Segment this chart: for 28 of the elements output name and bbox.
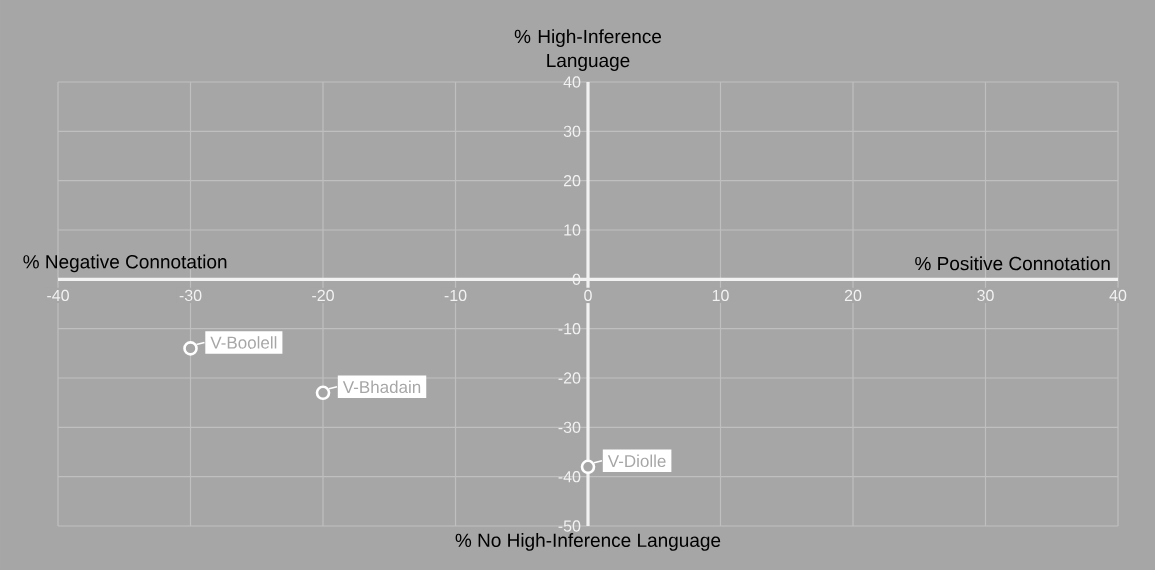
annotation: V-Diolle (607, 454, 666, 468)
annotation: V-Bhadain (342, 380, 421, 394)
annotation: V-Boolell (210, 336, 277, 349)
point (580, 459, 596, 475)
x-tick-label: 20 (844, 289, 862, 302)
point (315, 385, 331, 401)
x-tick-label: -10 (444, 289, 467, 302)
annotation: % Negative Connotation (23, 254, 227, 273)
y-tick-label: -30 (558, 421, 581, 433)
x-tick-label: 0 (584, 289, 592, 302)
y-axis-title: % High-Inference Language (514, 29, 662, 71)
x-tick-label: -40 (47, 289, 69, 302)
x-tick-label: 10 (712, 289, 729, 302)
text: % No High-Inference Language (455, 533, 721, 551)
y-tick-label: -40 (558, 471, 581, 483)
y-tick-label: -50 (558, 520, 581, 532)
y-tick-label: 10 (564, 224, 581, 236)
y-tick-label: 40 (563, 76, 581, 88)
y-tick-label: 20 (563, 175, 581, 187)
y-tick-label: -20 (558, 372, 581, 384)
x-tick-label: -30 (179, 289, 202, 302)
x-tick-label: 40 (1109, 289, 1127, 302)
x-tick-label: -20 (312, 289, 334, 302)
y-tick-label: -10 (558, 323, 581, 335)
y-tick-label: 30 (563, 125, 581, 138)
point (183, 341, 198, 356)
x-tick-label: 30 (977, 289, 994, 302)
x-axis-title: % Positive Connotation (915, 256, 1110, 271)
